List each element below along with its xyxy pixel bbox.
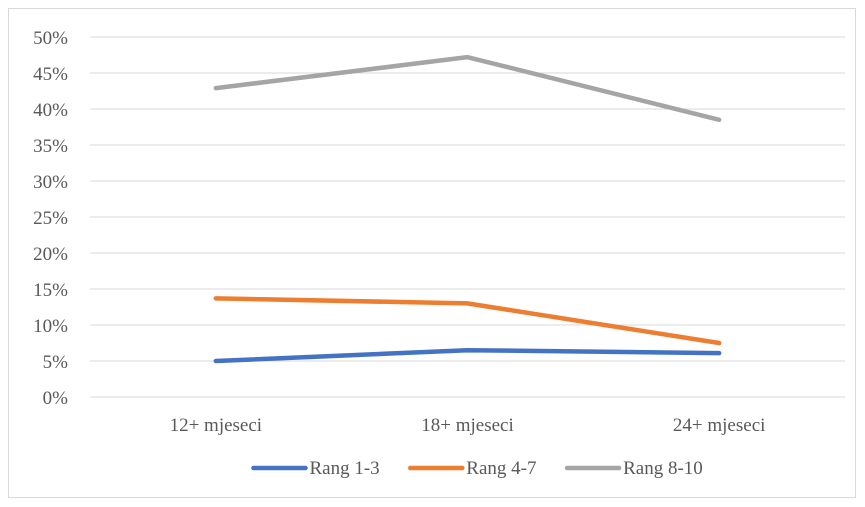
y-tick-label: 40% [33,100,68,121]
y-tick-label: 20% [33,244,68,265]
series-line [213,54,722,123]
y-tick-label: 25% [33,208,68,229]
series-line [213,347,722,364]
y-tick-label: 30% [33,172,68,193]
y-tick-label: 0% [43,388,69,409]
gridlines [90,36,845,398]
legend-item: Rang 8-10 [564,458,703,479]
series-lines [213,54,722,364]
legend-item: Rang 1-3 [251,458,380,479]
x-tick-label: 18+ mjeseci [421,415,514,436]
y-axis-ticks: 0% 5% 10% 15% 20% 25% 30% 35% 40% 45% 50% [33,28,68,409]
y-tick-label: 10% [33,316,68,337]
legend-label: Rang 1-3 [310,458,380,479]
legend: Rang 1-3 Rang 4-7 Rang 8-10 [251,458,703,479]
y-tick-label: 45% [33,64,68,85]
series-line [213,296,722,346]
legend-label: Rang 4-7 [466,458,536,479]
y-tick-label: 50% [33,28,68,49]
y-tick-label: 5% [43,352,69,373]
x-axis-ticks: 12+ mjeseci 18+ mjeseci 24+ mjeseci [170,415,766,436]
legend-item: Rang 4-7 [408,458,536,479]
x-tick-label: 12+ mjeseci [170,415,263,436]
x-tick-label: 24+ mjeseci [673,415,766,436]
y-tick-label: 35% [33,136,68,157]
y-tick-label: 15% [33,280,68,301]
legend-label: Rang 8-10 [623,458,703,479]
